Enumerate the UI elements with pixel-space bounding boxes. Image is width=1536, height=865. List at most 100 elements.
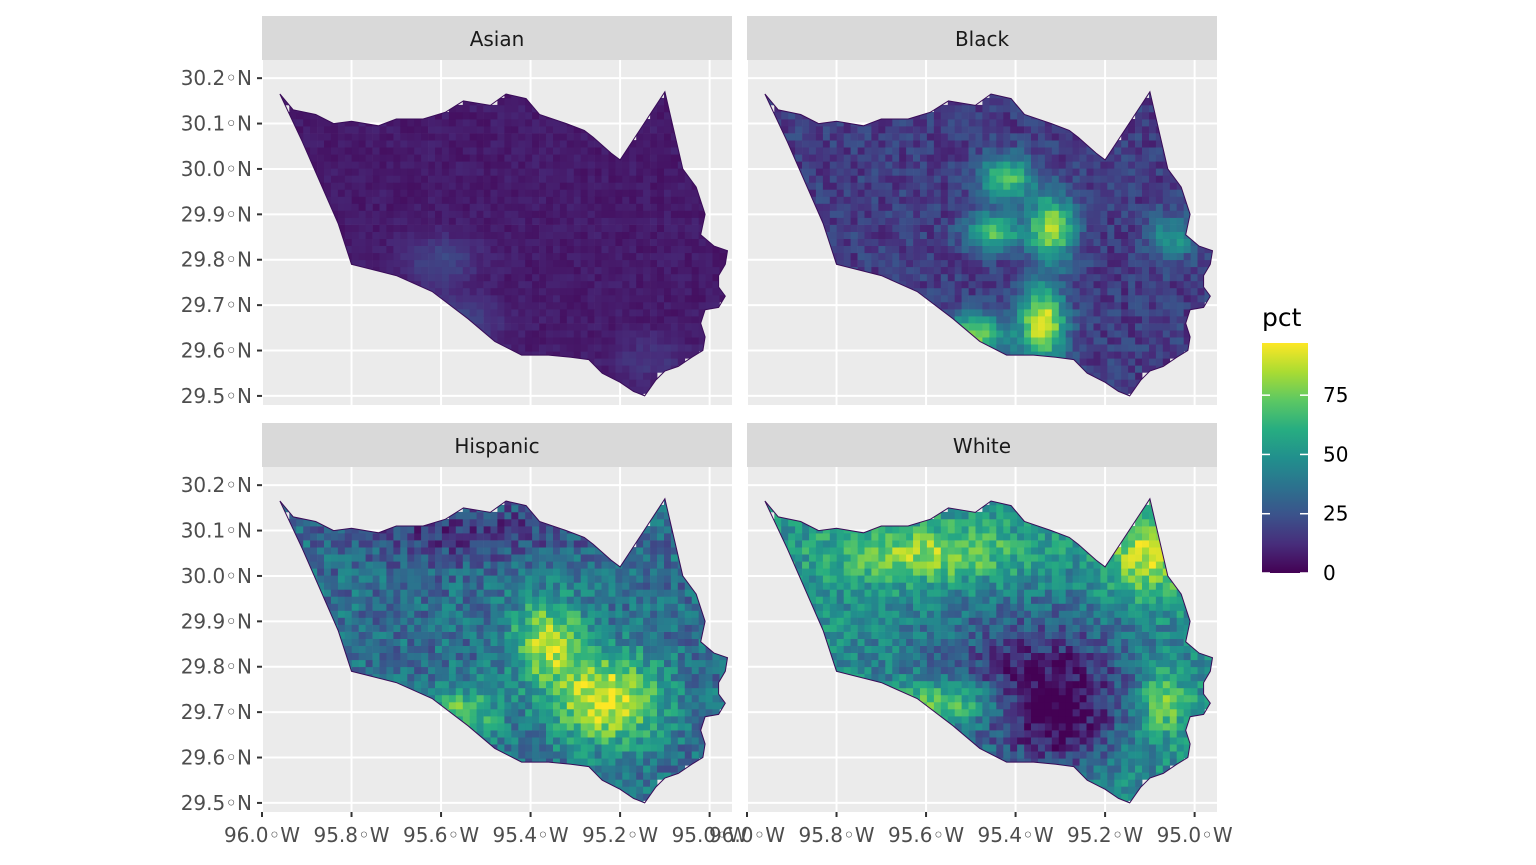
tract xyxy=(920,245,928,254)
tract xyxy=(573,210,582,218)
tract xyxy=(664,231,672,239)
tract xyxy=(310,154,318,162)
tract xyxy=(1169,309,1178,317)
tract xyxy=(615,589,623,597)
tract xyxy=(608,351,616,359)
tract xyxy=(933,133,942,141)
tract xyxy=(622,645,630,653)
tract xyxy=(337,610,346,618)
tract xyxy=(933,147,942,155)
tract xyxy=(428,273,436,282)
tract xyxy=(580,589,588,597)
tract xyxy=(504,287,512,296)
tract xyxy=(386,140,394,148)
tract xyxy=(379,589,387,597)
tract xyxy=(1183,217,1191,225)
tract xyxy=(1100,372,1108,380)
tract xyxy=(428,140,436,148)
tract xyxy=(1135,203,1143,211)
tract xyxy=(843,224,851,232)
tract xyxy=(815,126,824,134)
tract xyxy=(657,245,665,254)
tract xyxy=(1135,224,1143,232)
tract xyxy=(1093,287,1101,296)
tract xyxy=(608,751,616,759)
tract xyxy=(469,603,477,611)
tract xyxy=(857,175,865,183)
tract xyxy=(518,744,526,752)
tract xyxy=(351,533,359,541)
tract xyxy=(573,659,582,668)
tract xyxy=(414,687,422,696)
tract xyxy=(455,561,464,569)
tract xyxy=(448,161,457,169)
tract xyxy=(864,238,872,246)
tract xyxy=(940,302,949,310)
tract xyxy=(1114,252,1122,261)
tract xyxy=(1072,259,1080,268)
tract xyxy=(1114,330,1122,338)
tract xyxy=(629,645,637,653)
tract xyxy=(337,217,346,225)
tract xyxy=(462,680,471,689)
tract xyxy=(1086,266,1094,275)
tract xyxy=(643,245,651,254)
tract xyxy=(407,259,415,268)
tract xyxy=(372,168,380,176)
y-tick-label: 29.5◦N xyxy=(181,384,252,408)
tract xyxy=(497,596,505,604)
tract xyxy=(497,716,505,724)
tract xyxy=(587,701,595,710)
tract xyxy=(968,104,976,113)
tract xyxy=(441,554,450,562)
tract xyxy=(1072,280,1080,289)
tract xyxy=(553,737,561,745)
tract xyxy=(448,575,457,583)
tract xyxy=(968,210,976,218)
tract xyxy=(414,631,422,639)
tract xyxy=(989,147,997,155)
tract xyxy=(539,652,547,661)
tract xyxy=(1058,252,1067,261)
tract xyxy=(1155,210,1164,218)
tract xyxy=(1051,231,1060,239)
tract xyxy=(365,638,373,646)
tract xyxy=(462,589,471,597)
tract xyxy=(532,238,540,246)
tract xyxy=(1142,182,1150,190)
tract xyxy=(393,119,401,127)
tract xyxy=(636,294,644,303)
tract xyxy=(594,351,602,359)
tract xyxy=(462,302,471,310)
tract xyxy=(546,673,554,682)
tract xyxy=(546,631,554,639)
tract xyxy=(469,554,477,562)
tract xyxy=(601,737,609,745)
tract xyxy=(1065,154,1073,162)
tract xyxy=(1024,189,1032,197)
tract xyxy=(462,119,471,127)
tract xyxy=(497,97,505,106)
tract xyxy=(414,547,422,555)
tract xyxy=(691,266,699,275)
tract xyxy=(802,161,810,169)
tract xyxy=(532,561,540,569)
tract xyxy=(372,561,380,569)
tract xyxy=(476,323,484,331)
tract xyxy=(539,168,547,176)
tract xyxy=(1128,323,1136,331)
tract xyxy=(372,659,380,668)
tract xyxy=(344,596,353,604)
tract xyxy=(324,119,332,127)
tract xyxy=(428,245,436,254)
tract xyxy=(559,680,568,689)
tract xyxy=(664,112,672,120)
tract xyxy=(469,280,477,289)
tract xyxy=(462,126,471,134)
tract xyxy=(358,189,366,197)
tract xyxy=(532,273,540,282)
tract xyxy=(615,624,623,632)
tract xyxy=(546,582,554,590)
tract xyxy=(615,196,623,204)
tract xyxy=(351,133,359,141)
